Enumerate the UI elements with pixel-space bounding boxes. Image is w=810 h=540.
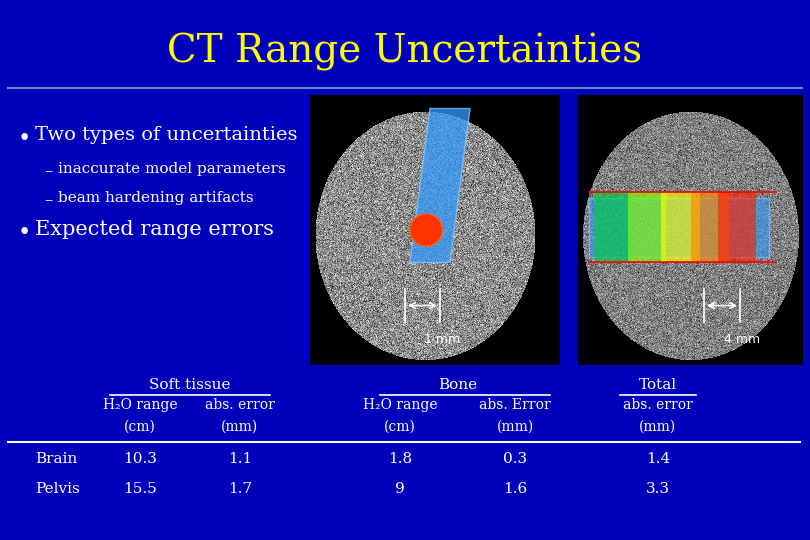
Text: Brain: Brain: [35, 452, 77, 466]
Text: (mm): (mm): [221, 420, 258, 434]
Bar: [718, 192, 756, 262]
Text: 3.3: 3.3: [646, 482, 670, 496]
Text: Two types of uncertainties: Two types of uncertainties: [35, 126, 297, 144]
Text: 15.5: 15.5: [123, 482, 157, 496]
Text: 1.4: 1.4: [646, 452, 670, 466]
Text: •: •: [18, 128, 32, 150]
Text: (cm): (cm): [124, 420, 156, 434]
Text: (cm): (cm): [384, 420, 416, 434]
Text: CT Range Uncertainties: CT Range Uncertainties: [168, 33, 642, 71]
Text: Expected range errors: Expected range errors: [35, 220, 274, 239]
Text: 1.7: 1.7: [228, 482, 252, 496]
Bar: [310, 95, 560, 365]
Text: (mm): (mm): [497, 420, 534, 434]
Text: 4 mm: 4 mm: [724, 333, 761, 346]
Text: Soft tissue: Soft tissue: [149, 378, 231, 392]
Bar: [661, 192, 700, 262]
Text: H₂O range: H₂O range: [103, 398, 177, 412]
Text: Total: Total: [639, 378, 677, 392]
Bar: [628, 192, 666, 262]
Text: Bone: Bone: [438, 378, 477, 392]
Text: –: –: [44, 192, 53, 209]
Text: 1.1: 1.1: [228, 452, 252, 466]
Bar: [594, 192, 632, 262]
Text: Pelvis: Pelvis: [35, 482, 79, 496]
Text: H₂O range: H₂O range: [363, 398, 437, 412]
Text: beam hardening artifacts: beam hardening artifacts: [58, 191, 254, 205]
Text: 1.8: 1.8: [388, 452, 412, 466]
Text: abs. error: abs. error: [623, 398, 693, 412]
Text: abs. error: abs. error: [205, 398, 275, 412]
Polygon shape: [410, 109, 470, 262]
Text: inaccurate model parameters: inaccurate model parameters: [58, 162, 286, 176]
Text: (mm): (mm): [639, 420, 676, 434]
Text: –: –: [44, 163, 53, 180]
Ellipse shape: [410, 214, 442, 246]
Text: abs. Error: abs. Error: [480, 398, 551, 412]
Text: 1.6: 1.6: [503, 482, 527, 496]
Text: 0.3: 0.3: [503, 452, 527, 466]
Bar: [578, 95, 803, 365]
Text: •: •: [18, 222, 32, 244]
Text: 9: 9: [395, 482, 405, 496]
Text: 10.3: 10.3: [123, 452, 157, 466]
Text: 1 mm: 1 mm: [424, 333, 461, 346]
Bar: [690, 192, 729, 262]
Bar: [589, 198, 770, 257]
